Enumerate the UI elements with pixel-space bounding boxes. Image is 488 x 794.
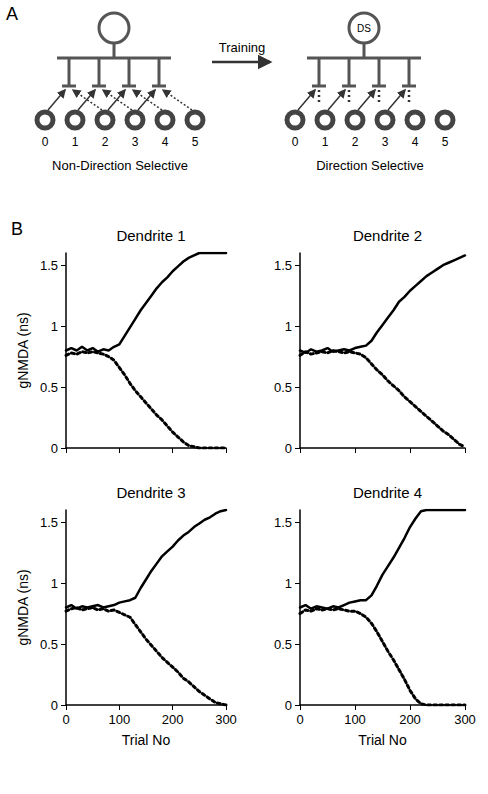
svg-text:200: 200 bbox=[162, 712, 184, 727]
svg-text:Dendrite 2: Dendrite 2 bbox=[353, 227, 422, 244]
svg-text:1: 1 bbox=[322, 135, 329, 149]
svg-text:1: 1 bbox=[285, 319, 292, 334]
svg-text:2: 2 bbox=[102, 135, 109, 149]
svg-text:1: 1 bbox=[51, 319, 58, 334]
svg-text:1: 1 bbox=[72, 135, 79, 149]
svg-text:5: 5 bbox=[192, 135, 199, 149]
svg-text:200: 200 bbox=[399, 712, 421, 727]
svg-text:2: 2 bbox=[352, 135, 359, 149]
svg-text:0: 0 bbox=[285, 441, 292, 456]
svg-text:1.5: 1.5 bbox=[274, 515, 292, 530]
svg-text:Trial No: Trial No bbox=[122, 732, 171, 748]
svg-text:DS: DS bbox=[357, 23, 371, 34]
svg-text:Dendrite 1: Dendrite 1 bbox=[116, 227, 185, 244]
svg-text:300: 300 bbox=[454, 712, 476, 727]
svg-text:100: 100 bbox=[344, 712, 366, 727]
svg-text:1: 1 bbox=[285, 576, 292, 591]
svg-text:Direction Selective: Direction Selective bbox=[316, 158, 424, 173]
svg-text:0.5: 0.5 bbox=[40, 637, 58, 652]
svg-text:0: 0 bbox=[51, 441, 58, 456]
svg-text:0: 0 bbox=[292, 135, 299, 149]
svg-text:0: 0 bbox=[296, 712, 303, 727]
svg-text:1.5: 1.5 bbox=[40, 515, 58, 530]
svg-text:0.5: 0.5 bbox=[274, 637, 292, 652]
svg-text:gNMDA (ns): gNMDA (ns) bbox=[15, 312, 31, 388]
svg-text:3: 3 bbox=[132, 135, 139, 149]
svg-text:0: 0 bbox=[285, 698, 292, 713]
svg-text:1.5: 1.5 bbox=[274, 258, 292, 273]
svg-text:0.5: 0.5 bbox=[274, 380, 292, 395]
svg-text:4: 4 bbox=[162, 135, 169, 149]
svg-text:Dendrite 4: Dendrite 4 bbox=[353, 484, 422, 501]
svg-text:3: 3 bbox=[382, 135, 389, 149]
svg-text:Non-Direction Selective: Non-Direction Selective bbox=[52, 158, 188, 173]
svg-text:Dendrite 3: Dendrite 3 bbox=[116, 484, 185, 501]
svg-text:1: 1 bbox=[51, 576, 58, 591]
svg-text:0: 0 bbox=[51, 698, 58, 713]
svg-text:A: A bbox=[6, 4, 18, 24]
svg-text:4: 4 bbox=[412, 135, 419, 149]
svg-text:300: 300 bbox=[215, 712, 237, 727]
svg-text:0.5: 0.5 bbox=[40, 380, 58, 395]
svg-text:100: 100 bbox=[108, 712, 130, 727]
svg-text:1.5: 1.5 bbox=[40, 258, 58, 273]
svg-text:0: 0 bbox=[62, 712, 69, 727]
svg-text:0: 0 bbox=[42, 135, 49, 149]
svg-text:gNMDA (ns): gNMDA (ns) bbox=[15, 569, 31, 645]
svg-text:B: B bbox=[11, 219, 23, 239]
svg-text:5: 5 bbox=[442, 135, 449, 149]
svg-text:Trial No: Trial No bbox=[358, 732, 407, 748]
svg-text:Training: Training bbox=[219, 40, 265, 55]
